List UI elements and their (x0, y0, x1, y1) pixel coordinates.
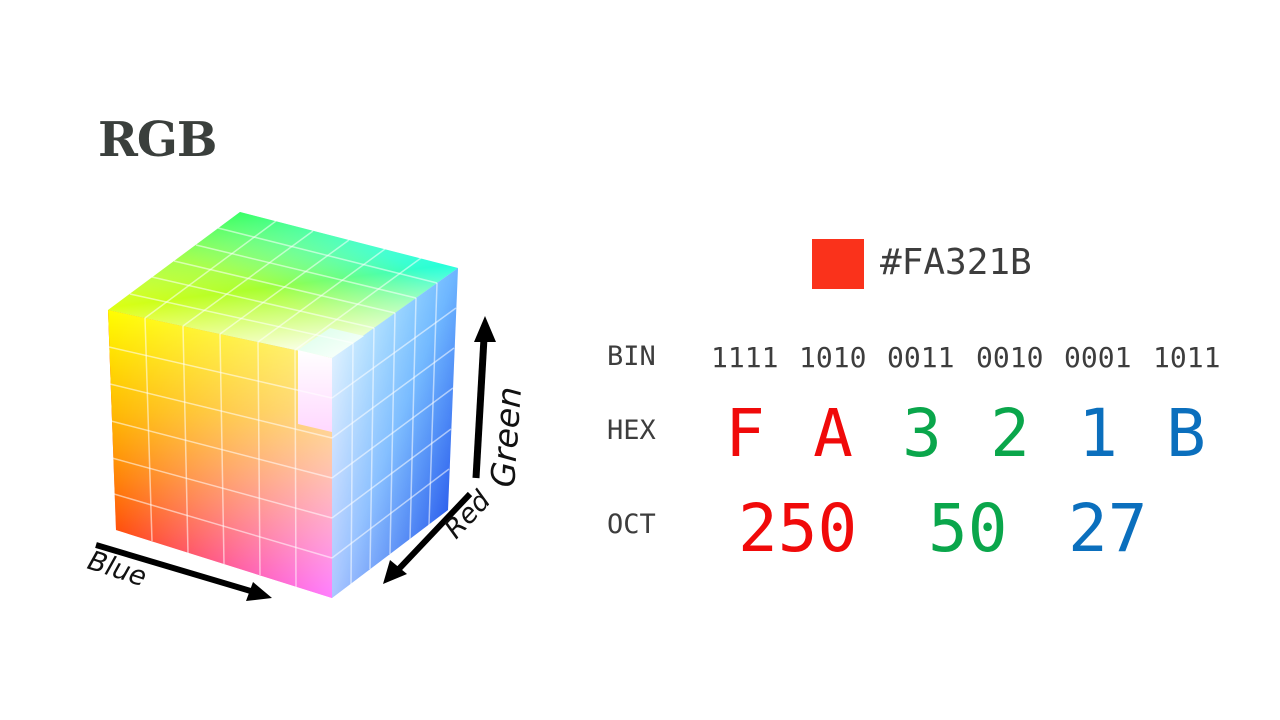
hex-color-code: #FA321B (880, 242, 1032, 283)
oct-value-green: 50 (928, 490, 1008, 567)
green-axis-arrow (472, 316, 496, 479)
red-axis-arrow (383, 491, 473, 584)
hex-digit-red: F (725, 395, 765, 472)
oct-value-blue: 27 (1068, 490, 1148, 567)
cube-notch (298, 350, 332, 432)
hex-digit-blue: 1 (1078, 395, 1118, 472)
bin-group: 0011 (887, 341, 955, 374)
rgb-cube-diagram: Blue Red Green (84, 212, 529, 601)
bin-group: 1111 (711, 341, 779, 374)
bin-group: 0001 (1064, 341, 1132, 374)
oct-value-red: 250 (738, 490, 858, 567)
bin-group: 1010 (799, 341, 867, 374)
bin-row-label: BIN (607, 341, 656, 372)
hex-digit-red: A (813, 395, 853, 472)
diagram-title: RGB (98, 112, 217, 168)
hex-digit-green: 3 (902, 395, 942, 472)
hex-digit-green: 2 (990, 395, 1030, 472)
oct-row-label: OCT (607, 509, 656, 540)
hex-digit-blue: B (1166, 395, 1206, 472)
green-axis-label: Green (483, 385, 529, 488)
blue-axis-label: Blue (84, 545, 150, 593)
blue-axis-arrow (95, 542, 272, 601)
bin-group: 0010 (976, 341, 1044, 374)
bin-group: 1011 (1153, 341, 1221, 374)
hex-row-label: HEX (607, 415, 656, 446)
color-swatch (812, 239, 864, 289)
